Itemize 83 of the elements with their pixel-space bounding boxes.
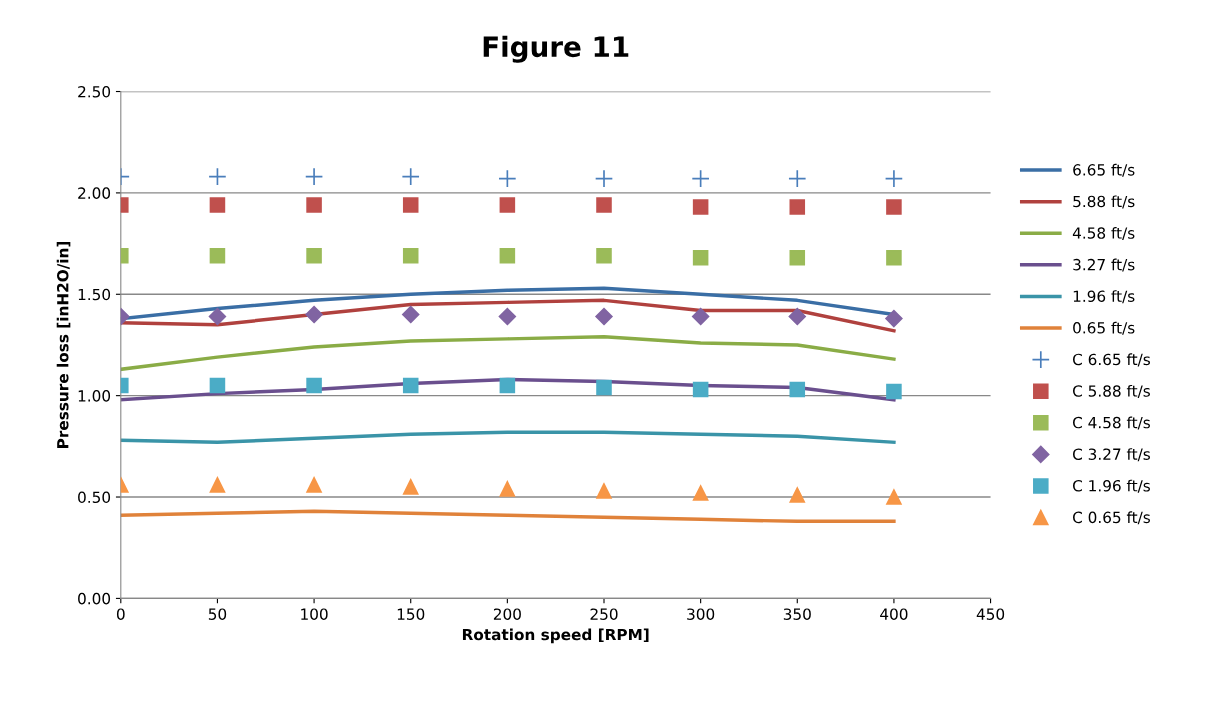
legend-label: 6.65 ft/s xyxy=(1073,163,1135,177)
point xyxy=(304,167,324,186)
point xyxy=(596,379,612,396)
legend-label: C 6.65 ft/s xyxy=(1072,353,1150,367)
point xyxy=(499,377,516,394)
x-tick-label: 450 xyxy=(976,608,1005,620)
x-tick-label: 300 xyxy=(687,608,715,620)
point xyxy=(884,169,904,188)
point xyxy=(498,169,517,188)
legend-label: 3.27 ft/s xyxy=(1073,258,1135,272)
point xyxy=(886,249,902,266)
point xyxy=(402,377,419,394)
point xyxy=(209,247,226,264)
point xyxy=(788,307,806,326)
line-series xyxy=(120,335,896,372)
point xyxy=(208,167,227,186)
legend-label: C 4.58 ft/s xyxy=(1072,416,1150,430)
point xyxy=(209,197,226,213)
point xyxy=(402,305,420,324)
line-series xyxy=(120,509,896,524)
point xyxy=(306,477,322,493)
point xyxy=(789,487,806,503)
y-tick-label: 1.50 xyxy=(78,288,111,301)
point xyxy=(596,247,612,264)
legend-label: 0.65 ft/s xyxy=(1073,321,1135,335)
x-tick-label: 50 xyxy=(208,608,227,620)
point xyxy=(691,169,710,188)
x-tick-label: 100 xyxy=(301,608,328,620)
point xyxy=(788,169,807,188)
line-series xyxy=(120,298,896,333)
point xyxy=(692,381,709,398)
point xyxy=(789,199,806,215)
point xyxy=(885,309,903,328)
y-tick-label: 0.00 xyxy=(78,592,111,605)
line-series xyxy=(120,430,896,445)
point xyxy=(306,247,322,264)
x-tick-label: 150 xyxy=(397,608,425,620)
point xyxy=(692,249,709,266)
x-tick-label: 0 xyxy=(116,608,125,620)
legend-label: 5.88 ft/s xyxy=(1073,195,1135,209)
point xyxy=(306,377,322,394)
x-tick-label: 250 xyxy=(590,608,618,620)
x-axis-title: Rotation speed [RPM] xyxy=(462,628,649,644)
y-tick-label: 2.50 xyxy=(78,85,111,98)
point xyxy=(886,383,902,400)
point xyxy=(499,247,516,264)
point xyxy=(596,197,612,213)
point xyxy=(886,489,902,505)
point xyxy=(498,307,517,326)
legend-label: C 5.88 ft/s xyxy=(1072,384,1150,398)
point xyxy=(306,197,322,213)
point xyxy=(402,247,419,264)
point xyxy=(886,199,902,215)
y-axis-title: Pressure loss [inH2O/in] xyxy=(56,241,71,448)
point xyxy=(596,483,612,499)
y-tick-label: 1.00 xyxy=(78,390,111,402)
x-tick-label: 400 xyxy=(880,608,908,620)
x-tick-label: 200 xyxy=(493,608,521,620)
legend-label: C 1.96 ft/s xyxy=(1072,479,1150,493)
point xyxy=(208,307,227,326)
point xyxy=(789,249,806,266)
point xyxy=(499,481,516,497)
point xyxy=(595,307,613,326)
point xyxy=(499,197,516,213)
point xyxy=(305,305,323,324)
legend-label: C 0.65 ft/s xyxy=(1072,511,1150,525)
point xyxy=(209,477,226,493)
y-tick-label: 0.50 xyxy=(78,491,111,504)
point xyxy=(402,479,419,495)
point xyxy=(692,485,709,501)
legend-label: 4.58 ft/s xyxy=(1072,227,1135,241)
point xyxy=(401,167,420,186)
point xyxy=(402,197,419,213)
chart-title: Figure 11 xyxy=(483,35,629,63)
point xyxy=(789,381,806,398)
x-tick-label: 350 xyxy=(783,608,811,620)
point xyxy=(691,307,710,326)
legend-label: 1.96 ft/s xyxy=(1073,290,1135,304)
y-tick-label: 2.00 xyxy=(78,187,111,199)
point xyxy=(594,169,614,188)
legend-label: C 3.27 ft/s xyxy=(1072,448,1150,462)
point xyxy=(209,377,226,394)
point xyxy=(692,199,709,215)
